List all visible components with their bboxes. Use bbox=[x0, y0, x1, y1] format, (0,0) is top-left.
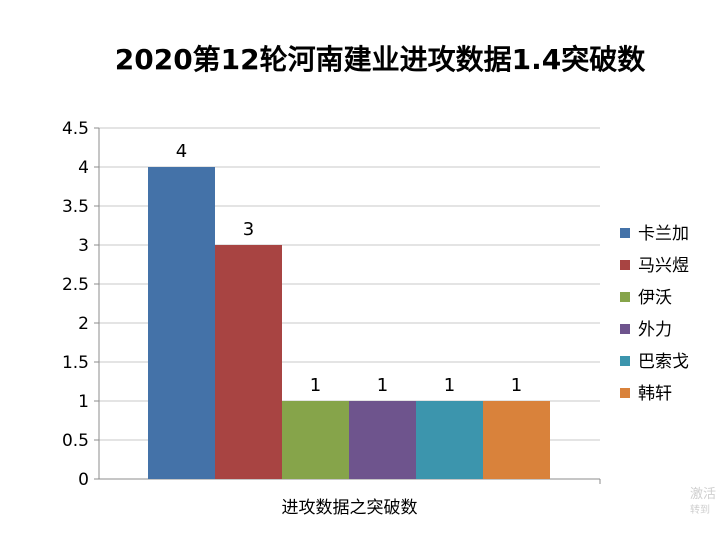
bar bbox=[483, 401, 550, 479]
x-axis-label: 进攻数据之突破数 bbox=[282, 498, 418, 518]
legend-label: 马兴煜 bbox=[638, 256, 689, 276]
y-tick-label: 4.5 bbox=[62, 119, 89, 139]
bar-value-label: 4 bbox=[176, 141, 187, 162]
y-tick-label: 0.5 bbox=[62, 431, 89, 451]
y-tick-label: 4 bbox=[78, 158, 89, 178]
bar bbox=[215, 245, 282, 479]
bar bbox=[148, 167, 215, 479]
bar bbox=[349, 401, 416, 479]
bar-value-label: 1 bbox=[377, 375, 388, 396]
watermark-line2: 转到 bbox=[690, 505, 710, 516]
bar bbox=[416, 401, 483, 479]
y-tick-label: 3.5 bbox=[62, 197, 89, 217]
y-tick-label: 0 bbox=[78, 470, 89, 490]
legend-label: 韩轩 bbox=[638, 384, 672, 404]
y-tick-label: 2.5 bbox=[62, 275, 89, 295]
legend-swatch bbox=[620, 388, 630, 398]
legend-swatch bbox=[620, 228, 630, 238]
y-tick-label: 1.5 bbox=[62, 353, 89, 373]
legend-swatch bbox=[620, 260, 630, 270]
watermark-line1: 激活 bbox=[690, 487, 717, 502]
legend-swatch bbox=[620, 292, 630, 302]
legend-label: 外力 bbox=[638, 320, 672, 340]
bar bbox=[282, 401, 349, 479]
y-tick-label: 1 bbox=[78, 392, 89, 412]
legend-swatch bbox=[620, 324, 630, 334]
bar-value-label: 1 bbox=[444, 375, 455, 396]
legend-swatch bbox=[620, 356, 630, 366]
legend-label: 巴索戈 bbox=[638, 352, 689, 372]
legend-label: 伊沃 bbox=[638, 288, 672, 308]
bar-value-label: 1 bbox=[511, 375, 522, 396]
chart-title: 2020第12轮河南建业进攻数据1.4突破数 bbox=[114, 43, 646, 76]
legend-label: 卡兰加 bbox=[638, 224, 689, 244]
bar-value-label: 3 bbox=[243, 219, 254, 240]
bar-value-label: 1 bbox=[310, 375, 321, 396]
y-tick-label: 2 bbox=[78, 314, 89, 334]
activation-watermark: 激活 转到 bbox=[690, 486, 720, 518]
y-tick-label: 3 bbox=[78, 236, 89, 256]
